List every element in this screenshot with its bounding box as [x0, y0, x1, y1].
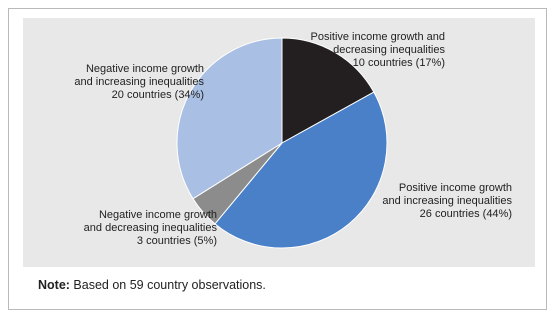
- slice-label-line: Negative income growth: [86, 63, 204, 75]
- slice-label-line: and decreasing inequalities: [84, 222, 218, 234]
- slice-label-line: 3 countries (5%): [137, 235, 217, 247]
- slice-label-negative-decreasing: Negative income growth and decreasing ine…: [84, 209, 218, 247]
- slice-label-line: Positive income growth: [399, 182, 512, 194]
- pie-slice-positive-decreasing: [281, 37, 375, 144]
- chart-note: Note: Based on 59 country observations.: [38, 278, 266, 292]
- note-text: Based on 59 country observations.: [69, 278, 266, 292]
- slice-label-line: Positive income growth and: [310, 31, 445, 43]
- pie-labels: Positive income growth and decreasing ine…: [74, 31, 512, 247]
- pie-slice-negative-increasing: [176, 37, 283, 200]
- slice-label-line: and increasing inequalities: [382, 195, 512, 207]
- pie-slice-positive-increasing: [214, 91, 388, 249]
- slice-label-positive-increasing: Positive income growth and increasing ine…: [382, 182, 512, 220]
- slice-label-line: 26 countries (44%): [420, 208, 512, 220]
- slice-label-negative-increasing: Negative income growth and increasing ine…: [74, 63, 204, 101]
- slice-label-line: 10 countries (17%): [353, 57, 445, 69]
- slice-label-line: decreasing inequalities: [333, 44, 445, 56]
- slice-label-line: Negative income growth: [99, 209, 217, 221]
- slice-label-positive-decreasing: Positive income growth and decreasing ine…: [310, 31, 445, 69]
- pie-slices: [176, 37, 388, 249]
- slice-label-line: and increasing inequalities: [74, 76, 204, 88]
- note-label: Note:: [38, 278, 70, 292]
- slice-label-line: 20 countries (34%): [112, 89, 204, 101]
